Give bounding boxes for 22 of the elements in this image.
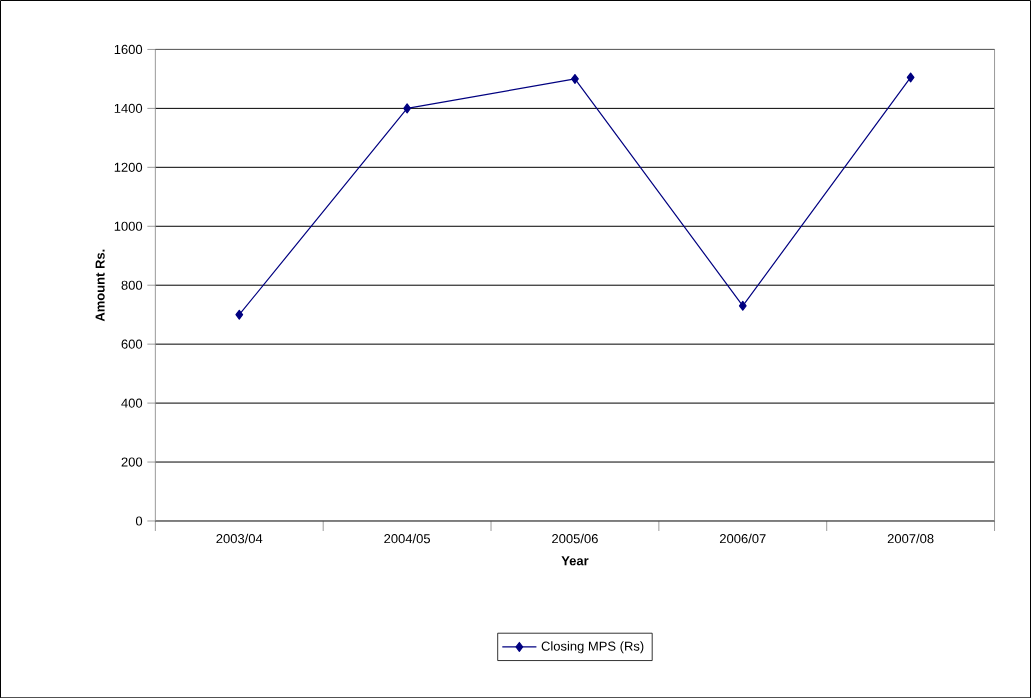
- y-tick-label: 1400: [114, 103, 143, 113]
- y-tick-label: 200: [121, 457, 143, 467]
- y-axis-title: Amount Rs.: [95, 249, 105, 322]
- y-tick-label: 600: [121, 339, 143, 349]
- y-tick-label: 1000: [114, 221, 143, 231]
- y-tick-label: 1200: [114, 162, 143, 172]
- y-tick-label: 1600: [114, 44, 143, 54]
- point: [571, 73, 579, 84]
- point: [403, 103, 411, 114]
- y-tick-label: 800: [121, 280, 143, 290]
- x-tick-label: 2004/05: [384, 533, 431, 544]
- x-tick-label: 2003/04: [216, 533, 263, 544]
- y-tick-label: 0: [135, 516, 143, 526]
- x-tick-label: 2007/08: [887, 533, 934, 544]
- x-tick-label: 2005/06: [552, 533, 598, 544]
- point: [906, 72, 915, 83]
- point: [738, 300, 747, 311]
- legend-label: Closing MPS (Rs): [541, 641, 644, 654]
- x-tick-label: 2006/07: [719, 533, 766, 544]
- point: [235, 309, 244, 320]
- x-axis-title: Year: [561, 556, 589, 566]
- y-tick-label: 400: [121, 398, 143, 408]
